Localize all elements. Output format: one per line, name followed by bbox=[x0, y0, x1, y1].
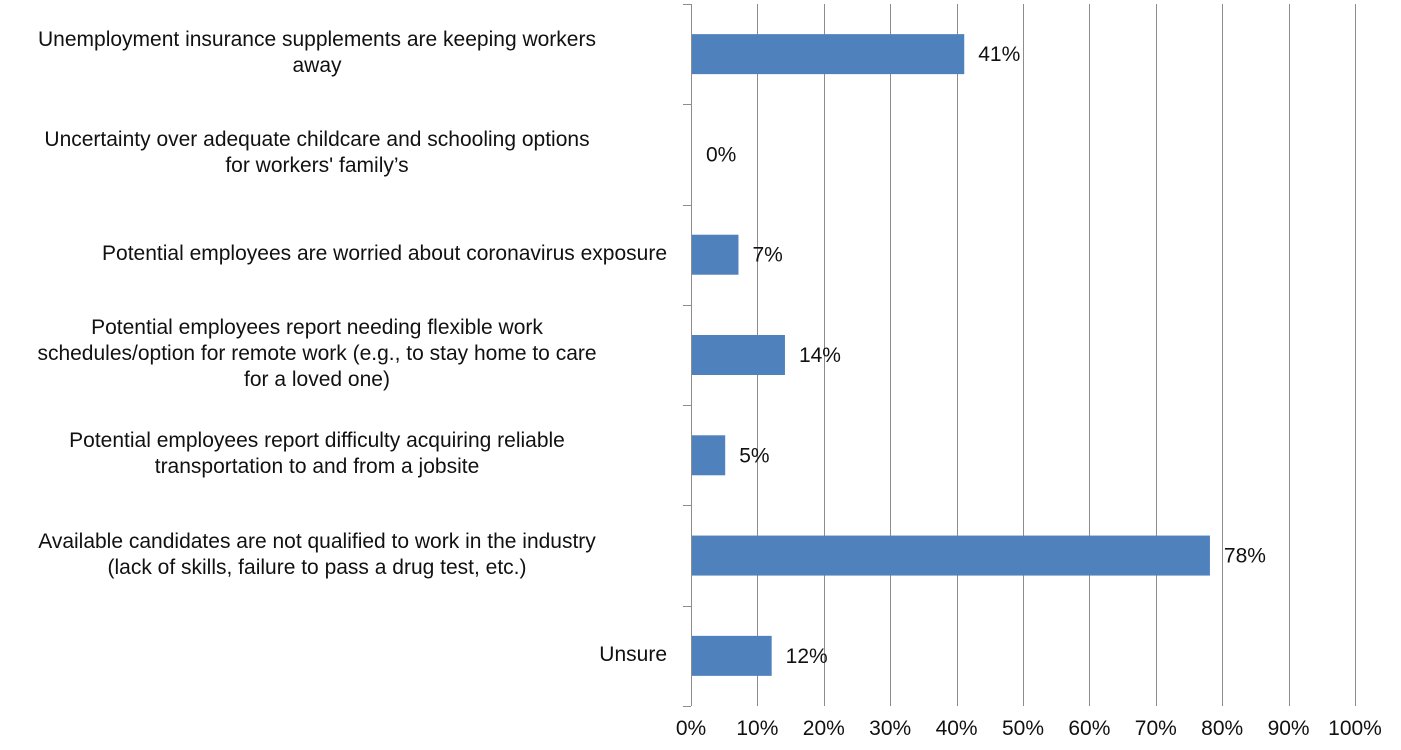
x-tick-label: 100% bbox=[1328, 717, 1382, 740]
bar bbox=[692, 635, 772, 676]
data-label: 78% bbox=[1224, 545, 1266, 568]
data-label: 0% bbox=[706, 143, 736, 166]
x-tick-label: 40% bbox=[936, 717, 978, 740]
x-tick-label: 90% bbox=[1268, 717, 1310, 740]
category-label: Potential employees are worried about co… bbox=[102, 241, 667, 265]
bar bbox=[692, 34, 965, 75]
x-tick-label: 0% bbox=[676, 717, 706, 740]
bar bbox=[692, 234, 739, 275]
x-tick-label: 80% bbox=[1201, 717, 1243, 740]
category-label: Potential employees report needing flexi… bbox=[37, 316, 597, 391]
x-tick-label: 70% bbox=[1135, 717, 1177, 740]
bar bbox=[692, 535, 1210, 576]
bar bbox=[692, 435, 726, 476]
x-tick-label: 50% bbox=[1002, 717, 1044, 740]
x-tick-label: 30% bbox=[869, 717, 911, 740]
data-label: 7% bbox=[752, 244, 782, 267]
data-label: 12% bbox=[786, 645, 828, 668]
bar bbox=[692, 335, 785, 375]
x-tick-label: 20% bbox=[803, 717, 845, 740]
category-label: Unsure bbox=[599, 642, 667, 666]
data-label: 14% bbox=[799, 344, 841, 367]
data-label: 5% bbox=[739, 444, 769, 467]
x-tick-label: 60% bbox=[1068, 717, 1110, 740]
category-label: Potential employees report difficulty ac… bbox=[69, 429, 565, 479]
category-label: Unemployment insurance supplements are k… bbox=[38, 28, 596, 78]
x-tick-label: 10% bbox=[736, 717, 778, 740]
data-label: 41% bbox=[978, 43, 1020, 66]
category-label: Uncertainty over adequate childcare and … bbox=[44, 128, 590, 178]
category-label: Available candidates are not qualified t… bbox=[38, 529, 596, 579]
